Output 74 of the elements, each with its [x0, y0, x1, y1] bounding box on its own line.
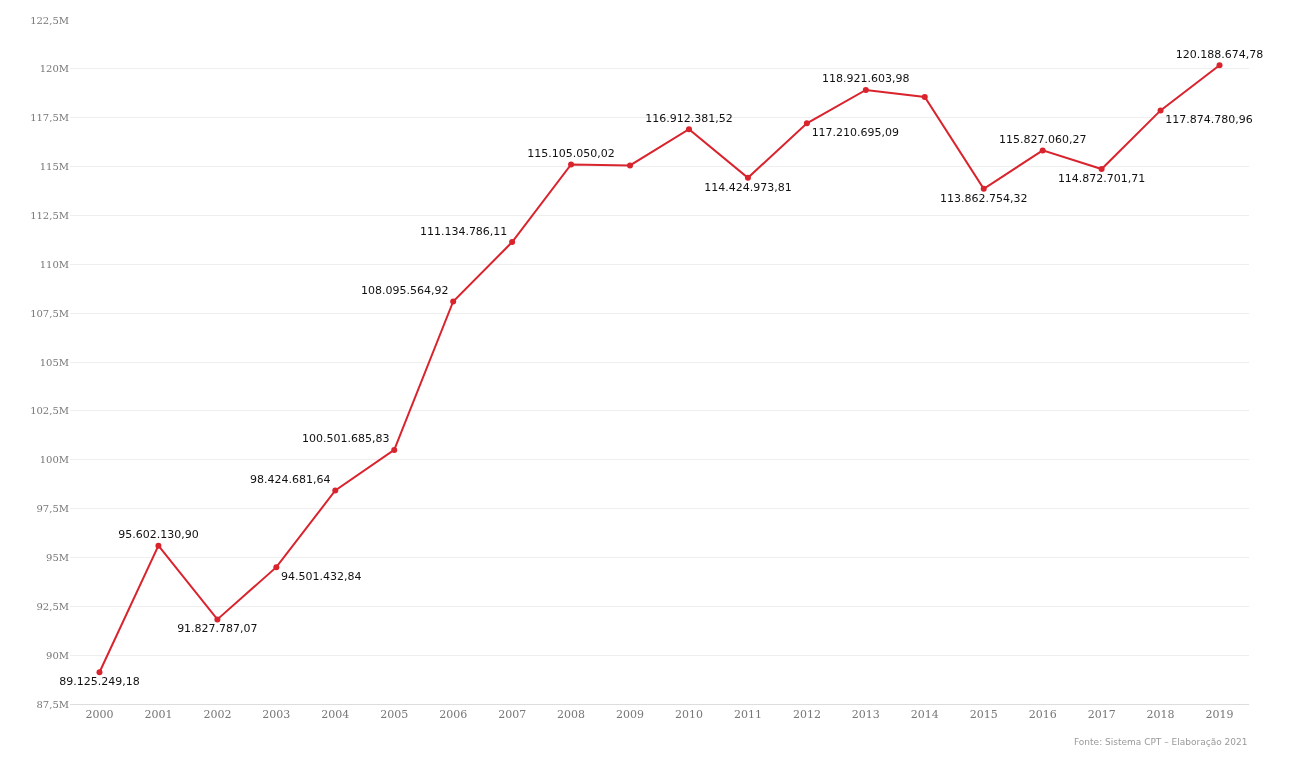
data-label: 116.912.381,52 [645, 111, 733, 125]
y-tick-label: 105M [39, 356, 69, 368]
y-tick-label: 95M [46, 551, 69, 563]
x-tick-label: 2001 [144, 708, 173, 722]
y-tick-label: 117,5M [30, 112, 69, 124]
x-tick-label: 2014 [910, 708, 939, 722]
data-label: 115.105.050,02 [527, 147, 615, 161]
point [568, 161, 575, 168]
x-tick-label: 2017 [1087, 708, 1116, 722]
point [332, 487, 339, 494]
point [96, 669, 103, 676]
data-label: 120.188.674,78 [1175, 47, 1264, 61]
point [980, 185, 987, 192]
x-tick-label: 2012 [792, 708, 821, 722]
point [509, 239, 516, 246]
y-tick-label: 110M [39, 258, 69, 270]
data-label: 115.827.060,27 [998, 132, 1087, 146]
data-label: 114.872.701,71 [1057, 172, 1146, 186]
y-tick-label: 92,5M [36, 600, 69, 612]
y-tick-label: 97,5M [36, 503, 69, 515]
point [1157, 107, 1164, 114]
data-label: 108.095.564,92 [360, 284, 449, 297]
point [450, 298, 457, 305]
x-tick-label: 2003 [262, 708, 291, 722]
point [921, 94, 928, 100]
x-tick-label: 2015 [969, 708, 998, 722]
data-label: 89.125.249,18 [59, 675, 140, 689]
point [862, 86, 869, 93]
point [214, 616, 221, 623]
point [685, 126, 692, 133]
y-tick-label: 112,5M [30, 209, 69, 221]
y-tick-label: 107,5M [30, 307, 69, 319]
data-label: 94.501.432,84 [281, 570, 362, 584]
data-label: 118.921.603,98 [822, 72, 910, 86]
x-tick-label: 2005 [380, 708, 409, 722]
point [391, 446, 398, 453]
y-tick-label: 90M [46, 649, 69, 661]
x-tick-label: 2002 [203, 708, 232, 722]
x-tick-label: 2000 [85, 708, 114, 722]
y-tick-label: 115M [39, 161, 69, 173]
x-tick-label: 2010 [674, 708, 703, 722]
y-tick-label: 87,5M [36, 698, 69, 710]
y-tick-label: 102,5M [30, 405, 69, 417]
data-label: 113.862.754,32 [939, 191, 1028, 205]
data-label: 95.602.130,90 [118, 528, 199, 542]
point [273, 564, 280, 571]
x-tick-label: 2013 [851, 708, 880, 722]
point [1216, 62, 1223, 69]
point [1039, 147, 1046, 154]
x-tick-label: 2016 [1028, 708, 1057, 722]
x-tick-label: 2006 [439, 708, 468, 722]
x-tick-label: 2019 [1205, 708, 1234, 722]
data-label: 98.424.681,64 [250, 473, 331, 486]
point [1098, 166, 1105, 173]
source-note: Fonte: Sistema CPT – Elaboração 2021 [1074, 737, 1248, 747]
y-tick-label: 100M [39, 454, 69, 466]
x-tick-label: 2008 [557, 708, 586, 722]
point [744, 174, 751, 181]
y-tick-label: 120M [39, 63, 69, 75]
data-label: 117.874.780,96 [1165, 113, 1253, 127]
point [155, 542, 162, 549]
y-tick-label: 122,5M [30, 14, 69, 26]
x-tick-label: 2007 [498, 708, 527, 722]
data-label: 111.134.786,11 [419, 224, 508, 238]
data-label: 91.827.787,07 [177, 622, 258, 636]
data-label: 100.501.685,83 [302, 432, 390, 446]
x-tick-label: 2018 [1146, 708, 1175, 722]
data-label: 117.210.695,09 [811, 126, 900, 140]
x-tick-label: 2009 [616, 708, 645, 722]
data-label: 114.424.973,81 [704, 180, 792, 194]
point [803, 120, 810, 127]
x-tick-label: 2004 [321, 708, 350, 722]
point [627, 162, 634, 169]
x-tick-label: 2011 [733, 708, 762, 722]
